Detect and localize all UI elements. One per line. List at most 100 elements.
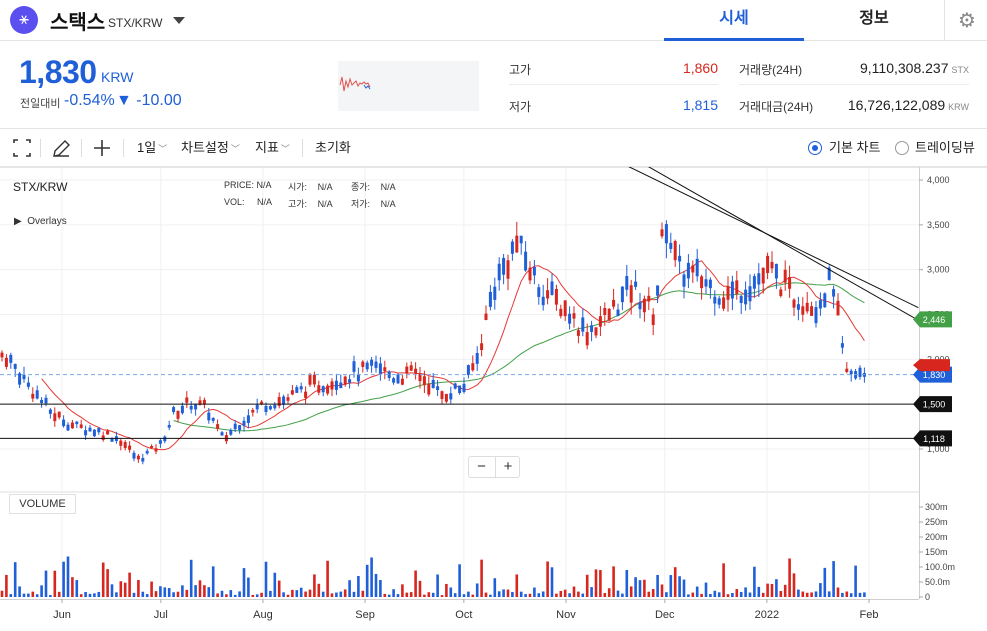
volume-bar — [467, 591, 470, 597]
candle-body — [308, 374, 312, 385]
volume-bar — [9, 594, 13, 597]
volume-bar — [682, 579, 686, 597]
candle-body — [13, 363, 17, 369]
volume-bar — [607, 588, 611, 597]
trendline — [628, 167, 919, 309]
draw-button[interactable] — [52, 129, 70, 167]
radio-basic-chart[interactable] — [808, 141, 822, 155]
volume-bar — [453, 593, 457, 597]
volume-bar — [352, 591, 356, 597]
volume-bar — [783, 584, 787, 597]
candle-body — [840, 343, 844, 348]
toolbar-divider — [302, 139, 303, 157]
zoom-in-button[interactable]: + — [495, 457, 520, 477]
volume-bar — [700, 593, 703, 597]
coin-pair[interactable]: STX/KRW — [108, 16, 163, 30]
legend-value: N/A — [257, 197, 273, 207]
basic-chart-label[interactable]: 기본 차트 — [829, 140, 881, 155]
volume-bar — [770, 583, 774, 597]
candle-body — [251, 409, 255, 413]
volume-bar — [348, 580, 351, 597]
overlays-toggle[interactable]: ▶ Overlays — [14, 216, 67, 227]
volume-bar — [445, 583, 448, 597]
candle-body — [374, 361, 378, 368]
tradingview-label[interactable]: 트레이딩뷰 — [915, 140, 975, 155]
interval-select[interactable]: 1일 ﹀ — [137, 129, 167, 167]
volume-bar — [132, 592, 136, 597]
volume-bar — [194, 585, 197, 597]
volume-bar — [449, 587, 453, 597]
indicators-select[interactable]: 지표 ﹀ — [255, 129, 290, 167]
volume-bar — [849, 593, 853, 597]
volume-bar — [264, 561, 268, 597]
candle-body — [568, 313, 572, 324]
volume-bar — [220, 590, 224, 597]
volume-bar — [669, 575, 673, 597]
candle-body — [378, 363, 382, 374]
fullscreen-button[interactable] — [13, 129, 31, 167]
trendline — [647, 167, 919, 321]
candle-body — [823, 293, 827, 308]
candle-body — [585, 332, 589, 346]
volume-bar — [49, 595, 52, 597]
volume-bar — [506, 589, 510, 597]
radio-tradingview[interactable] — [895, 141, 909, 155]
candle-body — [246, 415, 250, 423]
candle-body — [726, 286, 730, 300]
volume-bar — [233, 594, 237, 597]
settings-button[interactable]: ⚙ — [944, 0, 987, 41]
candle-body — [634, 281, 638, 287]
candle-body — [150, 446, 154, 448]
candle-body — [814, 307, 818, 324]
candle-body — [858, 367, 862, 377]
candle-body — [752, 276, 756, 289]
candle-body — [242, 420, 246, 426]
volume-bar — [735, 589, 739, 597]
volume-bar — [260, 592, 263, 597]
reset-button[interactable]: 초기화 — [315, 140, 351, 155]
candle-body — [832, 289, 836, 297]
overlays-label: Overlays — [27, 216, 67, 227]
volume-bar — [810, 592, 813, 597]
volume-bar — [748, 592, 752, 597]
y-tick-label: 1,000 — [927, 444, 950, 454]
volume-bar — [203, 585, 206, 597]
price-badge — [913, 311, 952, 328]
candle-body — [405, 366, 409, 374]
candle-body — [480, 343, 484, 350]
tab-quote[interactable]: 시세 — [664, 0, 804, 41]
zoom-out-button[interactable]: − — [477, 458, 486, 475]
legend-open: 시가: N/A — [288, 180, 333, 193]
candle-body — [286, 397, 290, 401]
volume-bar — [550, 567, 554, 597]
legend-label: 고가: — [288, 199, 308, 209]
volume-bar — [643, 579, 646, 597]
tab-info[interactable]: 정보 — [859, 10, 889, 27]
volume-bar — [387, 594, 391, 597]
candle-body — [572, 313, 576, 319]
candle-body — [185, 397, 189, 403]
candle-body — [317, 385, 321, 393]
x-tick-label: Dec — [655, 609, 675, 621]
chevron-down-icon[interactable] — [173, 17, 185, 24]
crosshair-button[interactable] — [93, 129, 111, 167]
candle-body — [686, 262, 690, 279]
chart-toolbar: 1일 ﹀ 차트설정 ﹀ 지표 ﹀ 초기화 기본 차트 트레이딩뷰 — [0, 129, 987, 167]
volume-bar — [744, 587, 747, 597]
candle-body — [334, 380, 338, 390]
candle-body — [216, 424, 220, 429]
volume-bar — [823, 567, 827, 597]
volume-bar — [62, 561, 65, 597]
coin-name[interactable]: 스택스 — [50, 12, 106, 34]
candle-body — [502, 257, 506, 275]
candle-body — [735, 280, 739, 294]
chart-area[interactable]: Jun Jul Aug Sep Oct Nov Dec 2022 Feb 4,000 3,500 3,… — [0, 167, 987, 631]
chart-settings-select[interactable]: 차트설정 ﹀ — [181, 129, 240, 167]
volume-bar — [414, 570, 417, 597]
x-tick-label: Oct — [455, 609, 472, 621]
volume-bar — [343, 589, 347, 597]
candle-body — [466, 365, 470, 376]
price-chart-svg[interactable]: Jun Jul Aug Sep Oct Nov Dec 2022 Feb 4,000 3,500 3,… — [0, 167, 987, 631]
candle-body — [748, 286, 752, 302]
volume-bar — [418, 580, 422, 597]
